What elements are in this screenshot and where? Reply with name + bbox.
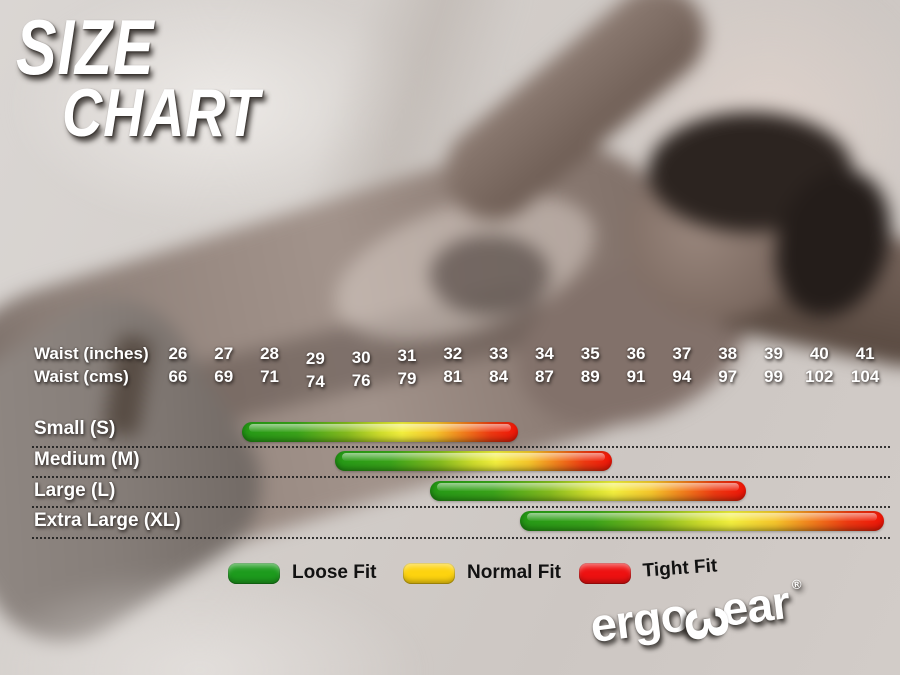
waist-inches-value: 32	[443, 344, 463, 363]
waist-inches-value: 36	[626, 344, 646, 363]
waist-inches-value: 41	[855, 344, 875, 363]
size-bar-medium	[335, 451, 612, 471]
dotted-divider	[32, 537, 890, 539]
waist-cms-value: 66	[168, 367, 188, 386]
waist-inches-row: 26 27 28 29 30 31 32 33 34 35 36 37 38 3…	[155, 344, 888, 368]
dotted-divider	[32, 506, 890, 508]
waist-inches-value: 38	[718, 344, 738, 363]
waist-inches-value: 35	[580, 344, 600, 363]
waist-cms-value: 87	[534, 367, 554, 386]
waist-cms-value: 74	[305, 372, 325, 391]
waist-inches-value: 28	[260, 344, 279, 363]
registered-trademark-icon: ®	[791, 576, 803, 593]
waist-inches-value: 33	[489, 344, 509, 363]
waist-inches-value: 37	[672, 344, 692, 363]
page-title: SIZE CHART	[16, 3, 304, 151]
legend-label: Loose Fit	[292, 562, 377, 583]
title-line1: SIZE	[16, 3, 155, 91]
legend-label: Normal Fit	[467, 562, 561, 583]
normal-fit-swatch-icon	[403, 562, 455, 584]
waist-cms-value: 91	[626, 367, 646, 386]
dotted-divider	[32, 476, 890, 478]
brand-mark-w: 3	[671, 602, 742, 644]
waist-cms-value: 81	[443, 367, 463, 386]
size-label-xl: Extra Large (XL)	[34, 510, 181, 531]
waist-cms-value: 79	[397, 369, 417, 388]
tight-fit-swatch-icon	[579, 562, 631, 584]
legend-item-normal: Normal Fit	[403, 562, 561, 584]
waist-cms-row: 66 69 71 74 76 79 81 84 87 89 91 94 97 9…	[155, 367, 888, 391]
waist-inches-value: 29	[305, 349, 325, 368]
waist-cms-value: 84	[489, 367, 509, 386]
waist-cms-label: Waist (cms)	[34, 367, 129, 386]
title-line2: CHART	[62, 75, 261, 151]
waist-inches-value: 26	[168, 344, 188, 363]
waist-inches-value: 34	[534, 344, 554, 363]
loose-fit-swatch-icon	[228, 562, 280, 584]
waist-inches-value: 39	[764, 344, 783, 363]
waist-cms-value: 102	[805, 367, 834, 386]
size-bar-xl	[520, 511, 884, 531]
waist-inches-value: 31	[397, 346, 417, 365]
waist-cms-value: 89	[580, 367, 600, 386]
waist-cms-value: 71	[260, 367, 279, 386]
waist-cms-value: 97	[718, 367, 738, 386]
size-label-small: Small (S)	[34, 418, 116, 439]
waist-inches-label: Waist (inches)	[34, 344, 149, 363]
waist-cms-value: 69	[214, 367, 234, 386]
waist-inches-value: 30	[351, 348, 371, 367]
size-label-large: Large (L)	[34, 480, 116, 501]
legend-item-tight: Tight Fit	[579, 555, 718, 584]
size-label-medium: Medium (M)	[34, 449, 140, 470]
waist-cms-value: 76	[351, 371, 371, 390]
waist-inches-value: 40	[809, 344, 829, 363]
dotted-divider	[32, 446, 890, 448]
waist-cms-value: 99	[764, 367, 783, 386]
size-bar-small	[242, 422, 518, 442]
legend-item-loose: Loose Fit	[228, 562, 376, 584]
waist-cms-value: 94	[672, 367, 692, 386]
model-armpit	[430, 235, 550, 315]
waist-inches-value: 27	[214, 344, 234, 363]
waist-cms-value: 104	[850, 367, 880, 386]
size-bar-large	[430, 481, 746, 501]
